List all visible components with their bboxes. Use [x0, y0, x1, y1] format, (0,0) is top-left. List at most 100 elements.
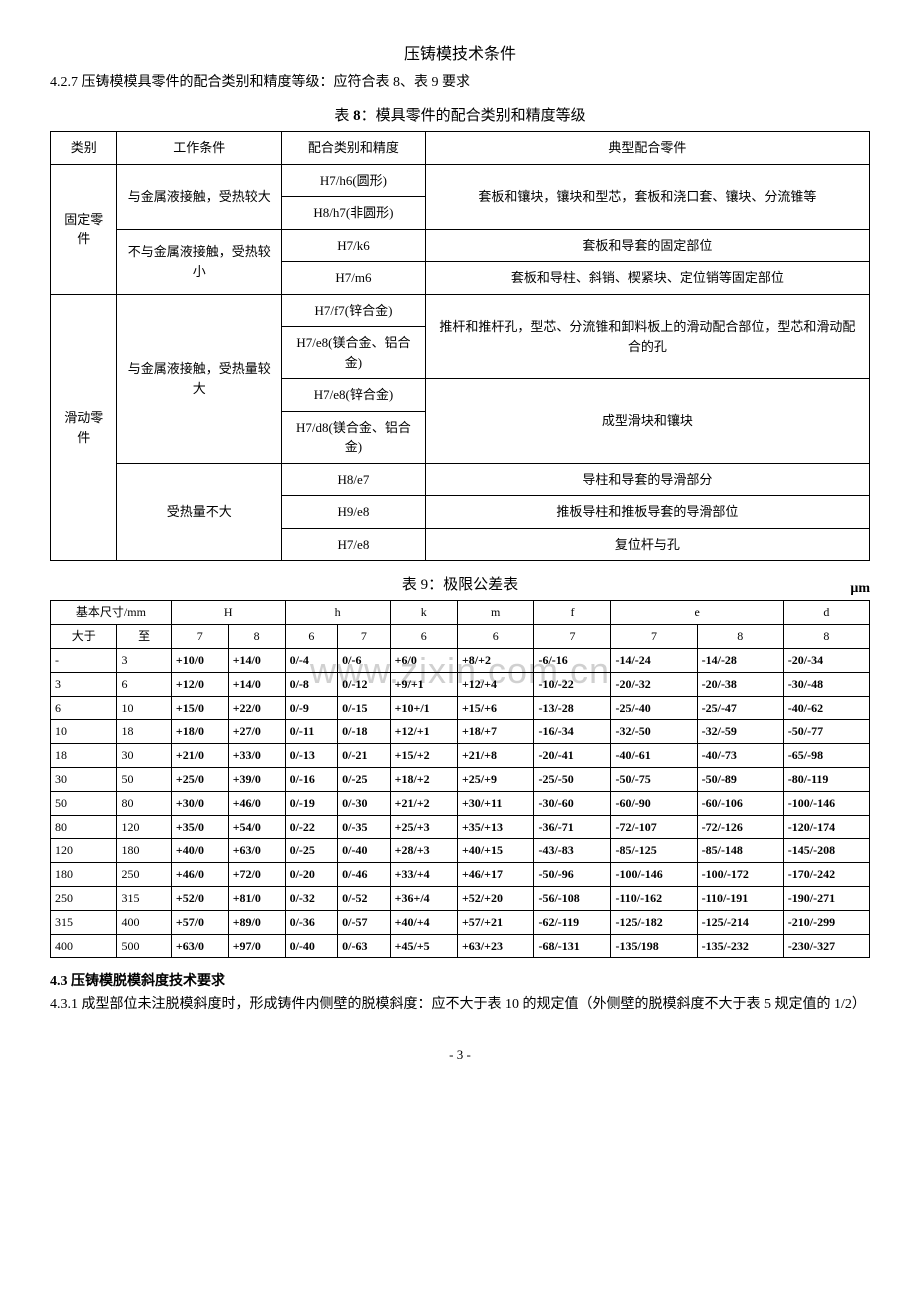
table8-header-cell: 类别 [51, 132, 117, 165]
table9-sub-header: 7 [171, 625, 228, 649]
table9-value-cell: -50/-77 [783, 720, 869, 744]
table9-to-cell: 315 [117, 886, 171, 910]
table9-value-cell: +39/0 [228, 767, 285, 791]
table9-to-cell: 10 [117, 696, 171, 720]
table8-caption: 表 8：模具零件的配合类别和精度等级 [50, 104, 870, 125]
table9-value-cell: -40/-61 [611, 744, 697, 768]
table9-value-cell: 0/-22 [285, 815, 338, 839]
table9-sub-header: 8 [697, 625, 783, 649]
table9-value-cell: 0/-40 [338, 839, 391, 863]
table9-sub-header: 6 [457, 625, 534, 649]
table9-to-cell: 180 [117, 839, 171, 863]
table9-size-sub: 至 [117, 625, 171, 649]
table9-value-cell: -20/-38 [697, 672, 783, 696]
document-title: 压铸模技术条件 [50, 40, 870, 64]
table9-value-cell: 0/-63 [338, 934, 391, 958]
table9-value-cell: -135/-232 [697, 934, 783, 958]
table9-value-cell: 0/-21 [338, 744, 391, 768]
table9-value-cell: -120/-174 [783, 815, 869, 839]
table9-value-cell: -125/-214 [697, 910, 783, 934]
table9-value-cell: -14/-28 [697, 648, 783, 672]
table9-sub-header: 8 [228, 625, 285, 649]
table9-value-cell: +63/+23 [457, 934, 534, 958]
table8-condition-cell: 受热量不大 [117, 463, 282, 561]
table8-fit-cell: H7/f7(锌合金) [282, 294, 426, 327]
table9-to-cell: 18 [117, 720, 171, 744]
table9-value-cell: 0/-11 [285, 720, 338, 744]
table9-value-cell: +52/+20 [457, 886, 534, 910]
table9-value-cell: +57/0 [171, 910, 228, 934]
table9-value-cell: -32/-59 [697, 720, 783, 744]
table9-value-cell: +15/+2 [390, 744, 457, 768]
table9-value-cell: +21/+8 [457, 744, 534, 768]
table9-value-cell: +8/+2 [457, 648, 534, 672]
table8-header-cell: 典型配合零件 [425, 132, 869, 165]
table9-value-cell: -110/-162 [611, 886, 697, 910]
table9-from-cell: 3 [51, 672, 117, 696]
table9-value-cell: +89/0 [228, 910, 285, 934]
table8-fit-cell: H7/e8(锌合金) [282, 379, 426, 412]
table9-sub-header: 6 [390, 625, 457, 649]
table9-value-cell: -125/-182 [611, 910, 697, 934]
table9-value-cell: -62/-119 [534, 910, 611, 934]
table9-value-cell: +18/0 [171, 720, 228, 744]
table8-parts-cell: 复位杆与孔 [425, 528, 869, 561]
table9-value-cell: -50/-89 [697, 767, 783, 791]
table8-fit-cell: H8/h7(非圆形) [282, 197, 426, 230]
table9-from-cell: 18 [51, 744, 117, 768]
table9-value-cell: 0/-32 [285, 886, 338, 910]
table9-value-cell: +14/0 [228, 672, 285, 696]
table9-value-cell: +25/0 [171, 767, 228, 791]
table8-parts-cell: 套板和导套的固定部位 [425, 229, 869, 262]
table9-value-cell: +54/0 [228, 815, 285, 839]
table9-value-cell: +40/+15 [457, 839, 534, 863]
table9-value-cell: 0/-6 [338, 648, 391, 672]
table8-fit-cell: H7/d8(镁合金、铝合金) [282, 411, 426, 463]
table9-value-cell: +33/+4 [390, 863, 457, 887]
table8-caption-num: 8 [353, 108, 361, 124]
table8-category-cell: 固定零件 [51, 164, 117, 294]
table8-parts-cell: 推杆和推杆孔，型芯、分流锥和卸料板上的滑动配合部位，型芯和滑动配合的孔 [425, 294, 869, 379]
table8-fit-cell: H8/e7 [282, 463, 426, 496]
table9-value-cell: 0/-8 [285, 672, 338, 696]
table8-caption-prefix: 表 [334, 108, 353, 124]
table8-fit-cell: H7/h6(圆形) [282, 164, 426, 197]
table9-value-cell: 0/-12 [338, 672, 391, 696]
table8-condition-cell: 不与金属液接触，受热较小 [117, 229, 282, 294]
table8-condition-cell: 与金属液接触，受热量较大 [117, 294, 282, 463]
table9-value-cell: -190/-271 [783, 886, 869, 910]
table9-col-header: d [783, 601, 869, 625]
table8-parts-cell: 套板和镶块，镶块和型芯，套板和浇口套、镶块、分流锥等 [425, 164, 869, 229]
table9-value-cell: +22/0 [228, 696, 285, 720]
table9-value-cell: -32/-50 [611, 720, 697, 744]
table9-value-cell: +15/+6 [457, 696, 534, 720]
table9-value-cell: -10/-22 [534, 672, 611, 696]
table9-value-cell: +30/+11 [457, 791, 534, 815]
table9-value-cell: -56/-108 [534, 886, 611, 910]
table9-sub-header: 7 [338, 625, 391, 649]
table9-value-cell: 0/-13 [285, 744, 338, 768]
table9-value-cell: -100/-172 [697, 863, 783, 887]
table8-category-cell: 滑动零件 [51, 294, 117, 561]
table9-to-cell: 400 [117, 910, 171, 934]
table9-value-cell: +35/+13 [457, 815, 534, 839]
table9-value-cell: +46/0 [228, 791, 285, 815]
table9-value-cell: -30/-48 [783, 672, 869, 696]
table9-value-cell: -145/-208 [783, 839, 869, 863]
table9-value-cell: -25/-47 [697, 696, 783, 720]
table9-value-cell: -170/-242 [783, 863, 869, 887]
table9-col-header: H [171, 601, 285, 625]
table9-value-cell: -100/-146 [783, 791, 869, 815]
table9-to-cell: 50 [117, 767, 171, 791]
table9-from-cell: 315 [51, 910, 117, 934]
table9-value-cell: -20/-41 [534, 744, 611, 768]
table9-value-cell: +25/+9 [457, 767, 534, 791]
table9-value-cell: +12/0 [171, 672, 228, 696]
table9-value-cell: -25/-50 [534, 767, 611, 791]
table9-value-cell: +97/0 [228, 934, 285, 958]
table9-value-cell: 0/-18 [338, 720, 391, 744]
table9-value-cell: -85/-148 [697, 839, 783, 863]
table9-value-cell: +52/0 [171, 886, 228, 910]
table9-value-cell: +10+/1 [390, 696, 457, 720]
table9-value-cell: +45/+5 [390, 934, 457, 958]
